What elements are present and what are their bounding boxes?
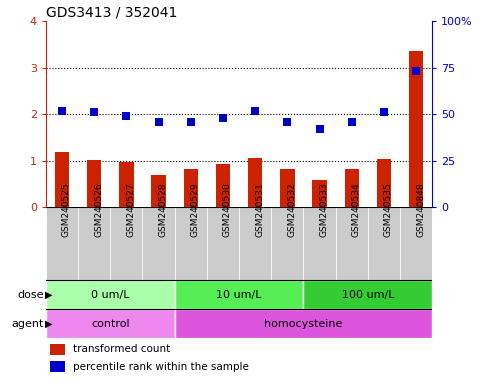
Bar bbox=[313, 180, 327, 207]
Text: GSM240533: GSM240533 bbox=[320, 182, 328, 237]
Point bbox=[58, 108, 66, 114]
Point bbox=[284, 119, 291, 125]
Point bbox=[316, 126, 324, 132]
Bar bbox=[46, 280, 175, 309]
Text: GSM240530: GSM240530 bbox=[223, 182, 232, 237]
Bar bbox=[271, 207, 303, 280]
Bar bbox=[184, 169, 198, 207]
Bar bbox=[110, 207, 142, 280]
Text: GSM240526: GSM240526 bbox=[94, 182, 103, 237]
Bar bbox=[55, 152, 69, 207]
Bar bbox=[303, 207, 336, 280]
Text: ▶: ▶ bbox=[45, 318, 53, 329]
Bar bbox=[368, 207, 400, 280]
Text: agent: agent bbox=[11, 318, 43, 329]
Text: 0 um/L: 0 um/L bbox=[91, 290, 129, 300]
Bar bbox=[216, 164, 230, 207]
Bar bbox=[151, 175, 166, 207]
Text: GDS3413 / 352041: GDS3413 / 352041 bbox=[46, 6, 177, 20]
Point bbox=[219, 115, 227, 121]
Bar bbox=[175, 207, 207, 280]
Bar bbox=[280, 169, 295, 207]
Bar bbox=[239, 207, 271, 280]
Bar bbox=[175, 280, 303, 309]
Point bbox=[348, 119, 355, 125]
Text: 100 um/L: 100 um/L bbox=[341, 290, 394, 300]
Text: GSM240525: GSM240525 bbox=[62, 182, 71, 237]
Bar bbox=[119, 162, 134, 207]
Text: control: control bbox=[91, 318, 129, 329]
Bar bbox=[46, 207, 78, 280]
Text: dose: dose bbox=[17, 290, 43, 300]
Text: GSM240529: GSM240529 bbox=[191, 182, 200, 237]
Bar bbox=[400, 207, 432, 280]
Bar bbox=[207, 207, 239, 280]
Bar bbox=[50, 344, 65, 355]
Text: homocysteine: homocysteine bbox=[264, 318, 342, 329]
Bar bbox=[142, 207, 175, 280]
Text: transformed count: transformed count bbox=[73, 344, 170, 354]
Point bbox=[123, 113, 130, 119]
Bar bbox=[336, 207, 368, 280]
Bar bbox=[248, 159, 262, 207]
Point bbox=[187, 119, 195, 125]
Bar bbox=[50, 361, 65, 372]
Point bbox=[155, 119, 162, 125]
Point bbox=[251, 108, 259, 114]
Text: GSM240531: GSM240531 bbox=[255, 182, 264, 237]
Bar bbox=[46, 309, 175, 338]
Text: GSM240535: GSM240535 bbox=[384, 182, 393, 237]
Text: ▶: ▶ bbox=[45, 290, 53, 300]
Bar bbox=[175, 309, 432, 338]
Point bbox=[90, 109, 98, 116]
Text: 10 um/L: 10 um/L bbox=[216, 290, 262, 300]
Bar bbox=[78, 207, 110, 280]
Bar bbox=[344, 169, 359, 207]
Text: GSM240528: GSM240528 bbox=[158, 182, 168, 237]
Point bbox=[412, 68, 420, 74]
Text: percentile rank within the sample: percentile rank within the sample bbox=[73, 362, 249, 372]
Text: GSM240532: GSM240532 bbox=[287, 182, 297, 237]
Bar bbox=[87, 160, 101, 207]
Text: GSM240534: GSM240534 bbox=[352, 182, 361, 237]
Bar bbox=[303, 280, 432, 309]
Bar bbox=[377, 159, 391, 207]
Point bbox=[380, 109, 388, 116]
Text: GSM240527: GSM240527 bbox=[127, 182, 135, 237]
Bar bbox=[409, 51, 424, 207]
Text: GSM240848: GSM240848 bbox=[416, 182, 425, 237]
